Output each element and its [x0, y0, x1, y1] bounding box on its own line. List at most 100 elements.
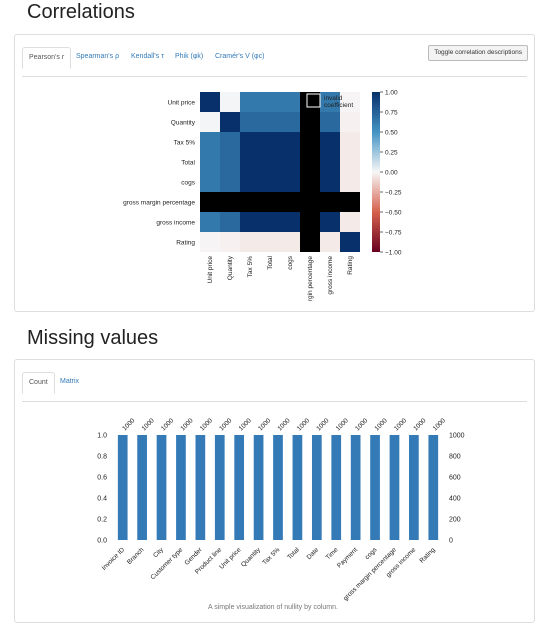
- missing-values-title: Missing values: [27, 327, 159, 349]
- heatmap-cell: [340, 92, 360, 112]
- heatmap-cell: [320, 92, 340, 112]
- heatmap-cell: [240, 192, 260, 212]
- bar-category-label: Tax 5%: [261, 546, 281, 566]
- legend-invalid-label-line1: invalid: [324, 95, 343, 102]
- y-axis-right-tick-label: 200: [449, 517, 461, 524]
- tab-pearson[interactable]: Pearson's r: [22, 47, 72, 69]
- heatmap-cell: [280, 112, 300, 132]
- tab-count[interactable]: Count: [22, 372, 55, 394]
- heatmap-cell: [240, 232, 260, 252]
- heatmap-cell: [300, 212, 320, 232]
- heatmap-cell: [260, 132, 280, 152]
- y-axis-right-tick-label: 600: [449, 475, 461, 482]
- heatmap-cell: [320, 132, 340, 152]
- heatmap-cell: [300, 152, 320, 172]
- bar-value-label: 1000: [179, 417, 194, 432]
- heatmap-cell: [200, 92, 220, 112]
- heatmap-cell: [240, 212, 260, 232]
- heatmap-column-label: Unit price: [207, 256, 214, 284]
- heatmap-cell: [200, 232, 220, 252]
- bar: [273, 435, 283, 540]
- heatmap-cell: [280, 92, 300, 112]
- y-axis-right-tick-label: 1000: [449, 433, 465, 440]
- bar: [311, 435, 322, 540]
- bar: [331, 435, 342, 540]
- heatmap-cell: [300, 192, 320, 212]
- bar: [156, 435, 167, 540]
- heatmap-column-label: Tax 5%: [247, 256, 254, 278]
- heatmap-cell: [200, 132, 220, 152]
- bar-value-label: 1000: [354, 417, 369, 432]
- heatmap-cell: [340, 152, 360, 172]
- colorbar-tick-label: 0.75: [385, 109, 398, 116]
- heatmap-row-label: gross margin percentage: [123, 200, 195, 207]
- heatmap-cell: [260, 212, 280, 232]
- bar: [214, 435, 225, 540]
- bar: [253, 435, 264, 540]
- y-axis-left-tick-label: 0.2: [97, 517, 107, 524]
- bar: [234, 435, 245, 540]
- heatmap-cell: [240, 112, 260, 132]
- tab-kendall[interactable]: Kendall's τ: [131, 53, 164, 60]
- heatmap-column-label: Rating: [347, 256, 354, 275]
- bar-value-label: 1000: [393, 417, 408, 432]
- bar-value-label: 1000: [296, 417, 311, 432]
- bar-category-label: Time: [325, 546, 340, 561]
- bar-value-label: 1000: [315, 417, 330, 432]
- missing-tab-bar: [22, 401, 527, 402]
- bar-category-label: Invoice ID: [101, 546, 127, 572]
- y-axis-right-tick-label: 800: [449, 454, 461, 461]
- correlations-tab-bar: [22, 76, 527, 77]
- heatmap-cell: [300, 132, 320, 152]
- heatmap-row-label: gross income: [156, 220, 195, 227]
- colorbar-tick-label: 1.00: [385, 89, 398, 96]
- correlation-heatmap: Unit price Quantity Tax 5% Total cogs gross m…: [123, 89, 402, 302]
- tab-spearman[interactable]: Spearman's ρ: [76, 53, 120, 60]
- heatmap-cell: [340, 232, 360, 252]
- colorbar-tick-label: −0.75: [385, 229, 402, 236]
- toggle-correlation-descriptions-button[interactable]: Toggle correlation descriptions: [428, 45, 528, 61]
- heatmap-cell: [240, 152, 260, 172]
- bar-category-label: Payment: [336, 546, 359, 569]
- bar: [117, 435, 128, 540]
- heatmap-column-label: Quantity: [227, 255, 234, 280]
- tab-matrix[interactable]: Matrix: [60, 378, 80, 385]
- heatmap-column-label: rgin percentage: [307, 256, 314, 302]
- heatmap-cell: [220, 112, 240, 132]
- correlations-title: Correlations: [27, 1, 135, 23]
- colorbar-tick-label: −0.25: [385, 189, 402, 196]
- bar: [176, 435, 186, 540]
- heatmap-cell: [300, 172, 320, 192]
- heatmap-cell: [200, 152, 220, 172]
- heatmap-cell: [280, 132, 300, 152]
- heatmap-cell: [220, 192, 240, 212]
- heatmap-cell: [240, 132, 260, 152]
- heatmap-cell: [200, 192, 220, 212]
- heatmap-row-label: Unit price: [168, 100, 196, 107]
- bar-category-label: Rating: [418, 546, 437, 565]
- heatmap-cell: [200, 172, 220, 192]
- tab-phik[interactable]: Phik (φk): [175, 53, 204, 60]
- bar-category-label: Total: [286, 546, 301, 561]
- heatmap-cell: [220, 92, 240, 112]
- y-axis-left-tick-label: 0.8: [97, 454, 107, 461]
- heatmap-cell: [320, 172, 340, 192]
- heatmap-cell: [280, 172, 300, 192]
- colorbar-tick-label: 0.50: [385, 129, 398, 136]
- heatmap-cell: [320, 192, 340, 212]
- heatmap-cell: [340, 192, 360, 212]
- colorbar-tick-label: 0.00: [385, 169, 398, 176]
- y-axis-right-tick-label: 400: [449, 496, 461, 503]
- y-axis-left-tick-label: 0.4: [97, 496, 107, 503]
- tab-cramers-v[interactable]: Cramér's V (φc): [215, 53, 265, 60]
- legend-invalid-label-line2: coefficient: [324, 102, 353, 109]
- y-axis-left-tick-label: 0.0: [97, 538, 107, 545]
- heatmap-legend: invalid coefficient: [306, 93, 353, 109]
- heatmap-cell: [280, 152, 300, 172]
- bar-category-label: Unit price: [218, 546, 243, 571]
- heatmap-column-label: Total: [267, 255, 274, 269]
- heatmap-row-label: Rating: [176, 240, 195, 247]
- heatmap-row-label: Total: [181, 160, 195, 167]
- legend-invalid-swatch: [306, 93, 321, 108]
- heatmap-cell: [320, 112, 340, 132]
